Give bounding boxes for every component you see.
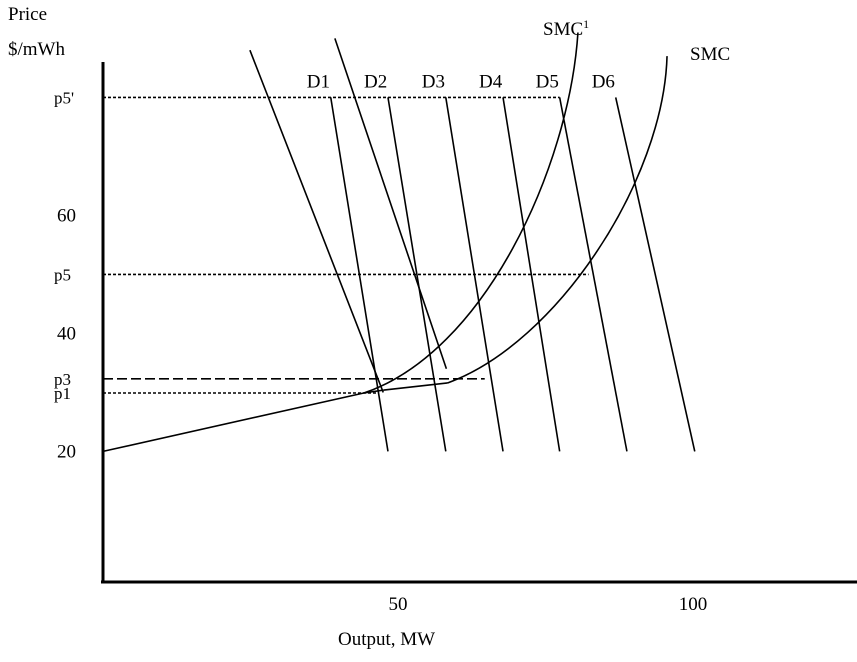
smc-prime-label: SMC1 (543, 17, 589, 40)
y-tick-label-0: p5' (54, 88, 74, 107)
y-tick-label-3: 40 (57, 323, 76, 344)
demand-line-d4 (502, 97, 561, 452)
x-tick-label-1: 100 (679, 594, 708, 615)
smc-curve (447, 56, 668, 384)
y-tick-label-4: p3 (54, 370, 71, 389)
demand-lines (329, 97, 696, 452)
series-label-d3: D3 (422, 71, 445, 92)
steep-line-1 (334, 38, 448, 370)
smc-base-segment (102, 392, 364, 453)
series-label-d2: D2 (364, 71, 387, 92)
demand-line-d1 (329, 97, 389, 452)
smc-knee-segment (383, 382, 448, 391)
x-axis-label: Output, MW (338, 629, 435, 650)
demand-line-d5 (558, 97, 628, 452)
y-axis-label-line1: Price (8, 4, 47, 25)
series-labels: D1 D2 D3 D4 D5 D6 (307, 71, 615, 92)
axes (101, 62, 857, 584)
series-label-d6: D6 (592, 71, 615, 92)
steep-line-0 (249, 49, 384, 393)
y-tick-label-5: p1 (54, 384, 71, 403)
y-tick-label-2: p5 (54, 265, 71, 284)
series-label-d4: D4 (479, 71, 503, 92)
demand-line-d3 (445, 97, 504, 452)
series-label-d5: D5 (536, 71, 559, 92)
demand-line-d6 (614, 97, 696, 452)
y-axis-label-line2: $/mWh (8, 39, 65, 60)
demand-line-d2 (387, 97, 447, 452)
smc-prime-label-text: SMC (543, 19, 583, 40)
y-tick-label-1: 60 (57, 205, 76, 226)
smc-prime-curve (363, 32, 579, 394)
smc-prime-superscript: 1 (583, 17, 589, 31)
smc-label: SMC (690, 44, 730, 65)
curves (102, 32, 668, 453)
x-tick-label-0: 50 (389, 594, 408, 615)
y-tick-label-6: 20 (57, 441, 76, 462)
price-level-lines (103, 96, 589, 394)
series-label-d1: D1 (307, 71, 330, 92)
